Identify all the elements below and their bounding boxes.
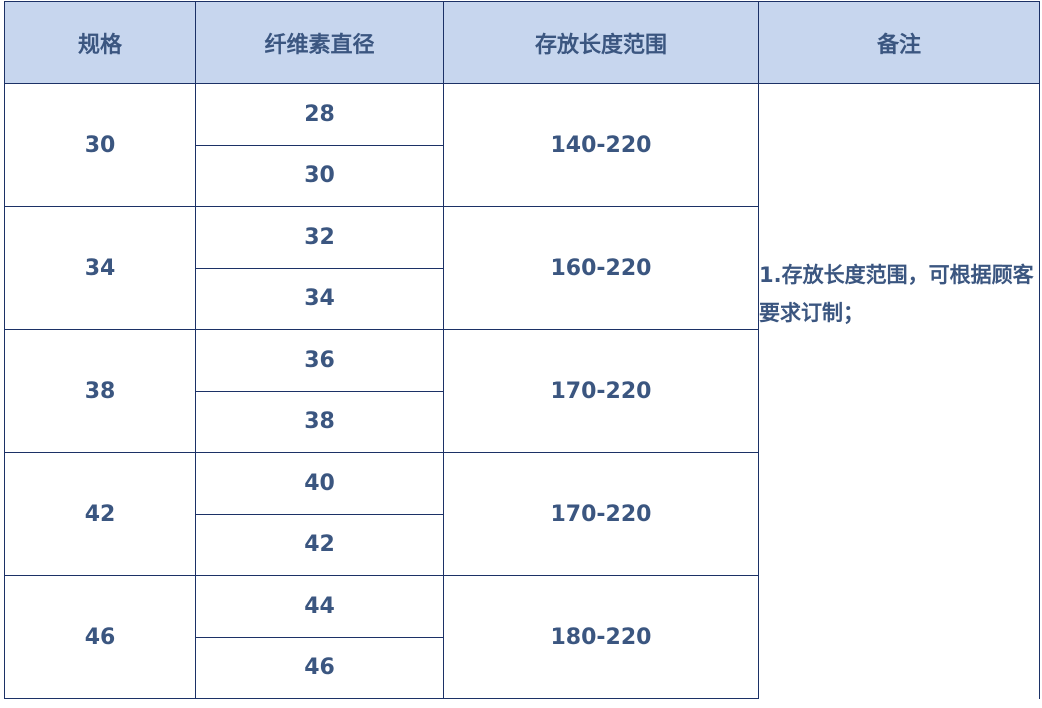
table-row: 30 [5, 144, 1040, 207]
header-diameter: 纤维素直径 [195, 1, 444, 84]
diameter-cell: 32 [195, 206, 444, 269]
table-row: 46 44 180-220 [4, 575, 1040, 699]
spec-cell: 42 [4, 452, 196, 576]
table-row: 42 [5, 513, 1040, 576]
length-range-cell: 180-220 [443, 575, 759, 699]
diameter-cell: 38 [195, 390, 444, 453]
diameter-cell: 44 [195, 575, 444, 638]
length-range-cell: 170-220 [443, 329, 759, 453]
table-row: 42 40 170-220 [4, 452, 1040, 576]
diameter-cell: 34 [195, 267, 444, 330]
spec-cell: 34 [4, 206, 196, 330]
spec-cell: 38 [4, 329, 196, 453]
diameter-cell: 28 [195, 83, 444, 146]
header-spec: 规格 [4, 1, 196, 84]
header-note: 备注 [758, 1, 1040, 84]
diameter-cell: 40 [195, 452, 444, 515]
diameter-cell: 36 [195, 329, 444, 392]
spec-table: 规格 纤维素直径 存放长度范围 备注 30 28 140-220 1.存放长度范… [4, 1, 1040, 699]
length-range-cell: 160-220 [443, 206, 759, 330]
table-row: 46 [5, 636, 1040, 699]
length-range-cell: 170-220 [443, 452, 759, 576]
header-row: 规格 纤维素直径 存放长度范围 备注 [4, 1, 1040, 84]
length-range-cell: 140-220 [443, 83, 759, 207]
spec-cell: 46 [4, 575, 196, 699]
note-cell: 1.存放长度范围，可根据顾客要求订制； [758, 83, 1040, 699]
header-length-range: 存放长度范围 [443, 1, 759, 84]
diameter-cell: 30 [195, 144, 444, 207]
table-row: 30 28 140-220 1.存放长度范围，可根据顾客要求订制； [4, 83, 1040, 699]
table-row: 38 36 170-220 [4, 329, 1040, 453]
diameter-cell: 42 [195, 513, 444, 576]
diameter-cell: 46 [195, 636, 444, 699]
spec-cell: 30 [4, 83, 196, 207]
